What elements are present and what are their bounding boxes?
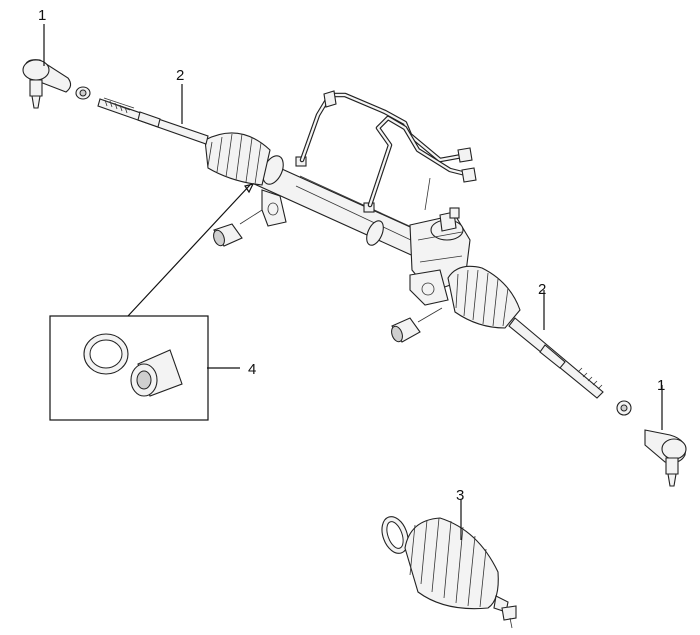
leader-lines [43, 24, 663, 540]
bushing-right-loose [391, 307, 443, 343]
tie-rod-right [508, 317, 604, 399]
tie-rod-end-left [22, 59, 91, 109]
callout-3: 3 [456, 487, 464, 504]
bushing-left-loose [213, 209, 263, 247]
bushing-kit-box [49, 315, 209, 421]
tie-rod-end-right [616, 400, 687, 487]
callout-2-right: 2 [538, 281, 546, 298]
callout-1-left: 1 [38, 7, 46, 24]
right-bellows-boot [447, 265, 521, 329]
rack-housing [251, 155, 471, 306]
hydraulic-pipes [299, 90, 477, 211]
callout-1-right: 1 [657, 377, 665, 394]
callout-4: 4 [248, 361, 256, 378]
left-bellows-boot [204, 132, 271, 186]
tie-rod-left [97, 97, 209, 145]
callout-2-left: 2 [176, 67, 184, 84]
bellows-kit [381, 516, 517, 629]
